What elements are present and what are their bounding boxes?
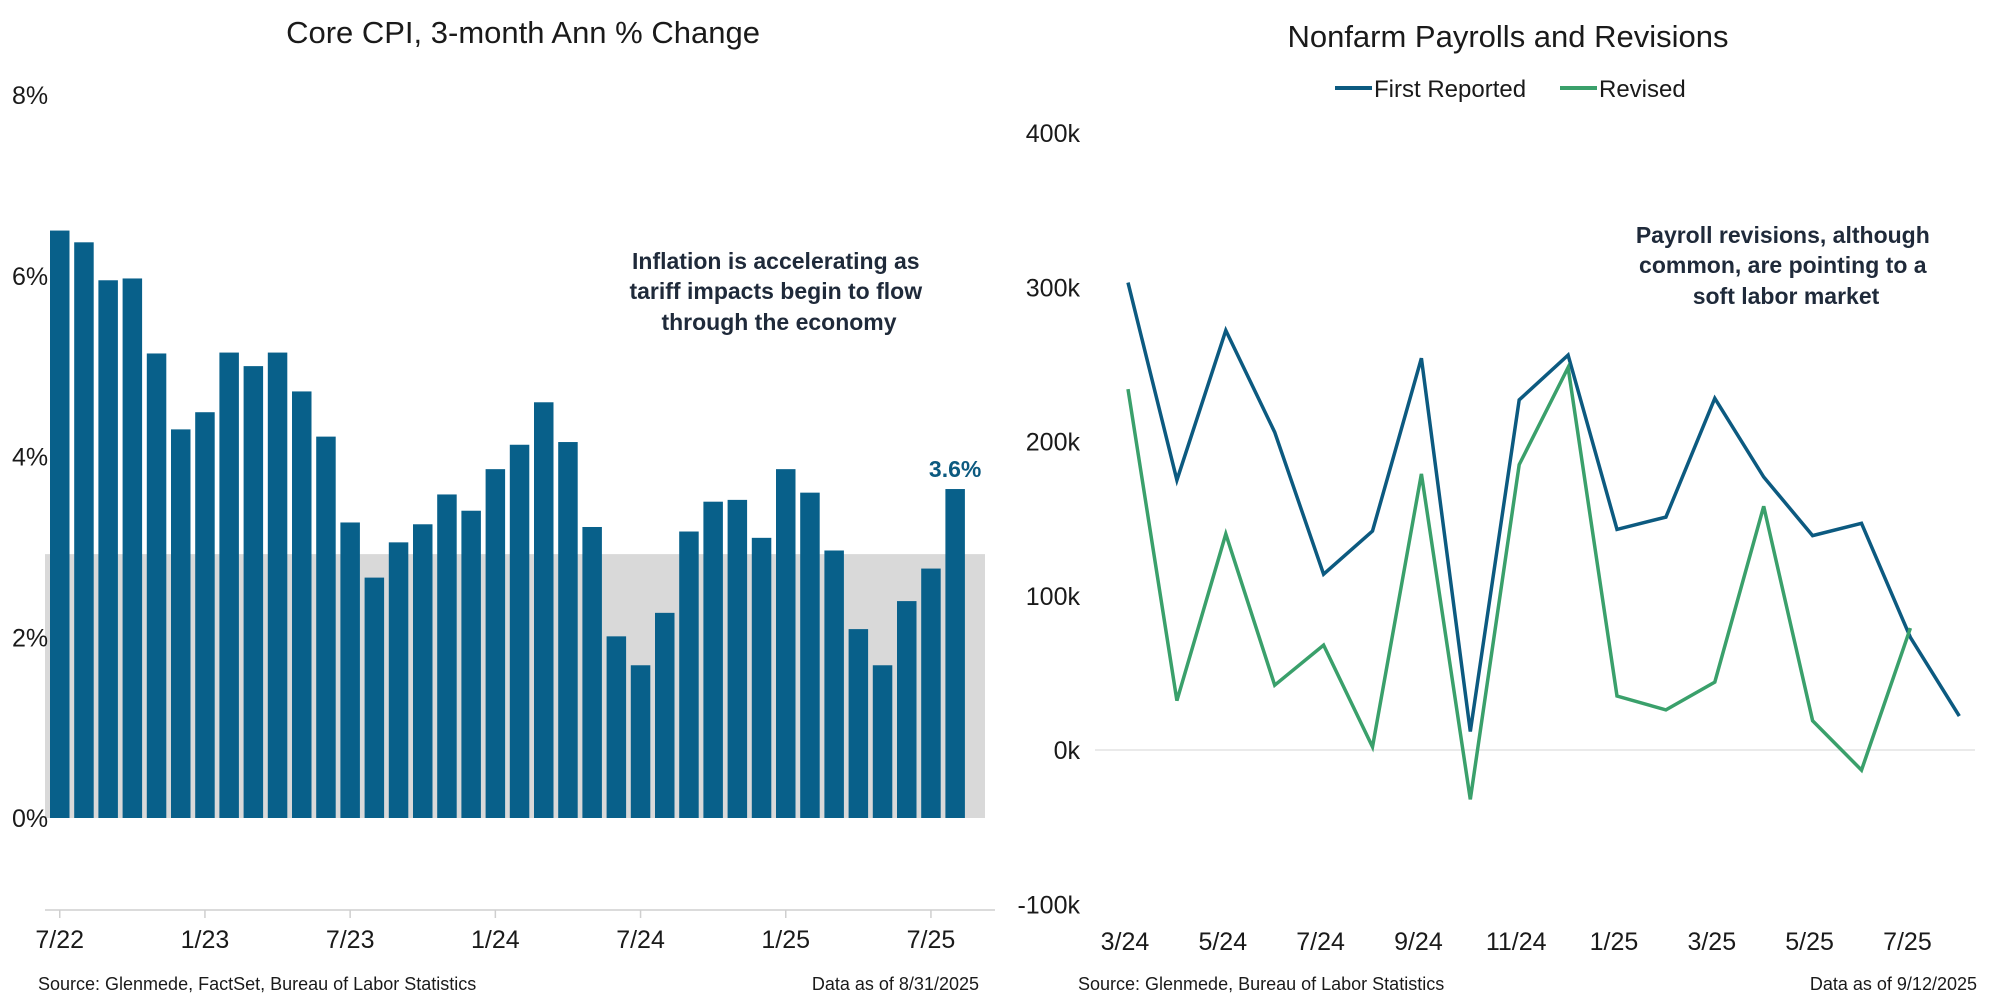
cpi-y-axis: 0% 2% 4% 6% 8% [12,82,48,833]
cpi-bar [921,568,941,818]
payrolls-x-tick-label: 11/24 [1486,928,1547,956]
cpi-bar [582,526,602,818]
cpi-bar [413,524,433,818]
payrolls-x-tick-label: 5/25 [1785,928,1834,956]
cpi-bar [219,352,239,818]
payrolls-x-tick-label: 1/25 [1590,928,1639,956]
cpi-bar [872,665,893,818]
cpi-bar [630,665,651,818]
cpi-bar [316,436,336,818]
cpi-y-tick-label: 6% [12,263,48,291]
cpi-source: Source: Glenmede, FactSet, Bureau of Lab… [38,974,476,994]
cpi-y-tick-label: 2% [12,624,48,652]
cpi-x-tick-label: 1/24 [471,926,520,954]
cpi-bar [195,412,215,818]
payrolls-x-axis: 3/24 5/24 7/24 9/24 11/24 1/25 3/25 5/25 7/25 [1101,928,1932,956]
cpi-x-tick-label: 7/25 [907,926,956,954]
payrolls-source: Source: Glenmede, Bureau of Labor Statis… [1078,974,1444,994]
payrolls-annotation-line-2: common, are pointing to a [1639,252,1927,278]
cpi-bar [171,429,191,818]
cpi-bar [122,278,143,818]
cpi-y-tick-label: 8% [12,82,48,110]
payrolls-y-tick-label: 0k [1054,737,1081,765]
cpi-bar [776,469,796,818]
cpi-y-tick-label: 0% [12,805,48,833]
cpi-x-axis: 7/22 1/23 7/23 1/24 7/24 1/25 7/25 [35,910,955,954]
payrolls-x-tick-label: 7/24 [1296,928,1345,956]
cpi-annotation-line-3: through the economy [661,309,896,335]
cpi-bar [485,469,506,818]
cpi-x-tick-label: 7/23 [326,926,375,954]
cpi-bars [50,230,965,818]
payrolls-chart: Nonfarm Payrolls and Revisions First Rep… [1017,19,1977,994]
first-reported-line [1126,282,1961,732]
payrolls-x-tick-label: 3/24 [1101,928,1150,956]
cpi-bar [679,531,699,818]
payrolls-annotation-line-1: Payroll revisions, although [1636,222,1930,248]
cpi-bar [655,612,675,818]
cpi-bar [243,366,264,818]
cpi-bar [824,550,844,818]
cpi-bar [388,542,409,818]
cpi-bar [727,499,748,818]
cpi-x-tick-label: 7/24 [616,926,665,954]
cpi-y-tick-label: 4% [12,444,48,472]
payrolls-data-date: Data as of 9/12/2025 [1810,974,1977,994]
cpi-bar [74,242,94,818]
payrolls-x-tick-label: 5/24 [1198,928,1247,956]
cpi-bar [897,601,917,818]
payrolls-legend: First Reported Revised [1335,76,1686,103]
payrolls-y-tick-label: 300k [1026,274,1081,302]
cpi-bar [751,537,772,818]
cpi-bar [267,352,288,818]
cpi-bar [534,402,554,818]
cpi-annotation-line-2: tariff impacts begin to flow [629,278,922,304]
cpi-bar [558,442,578,818]
cpi-bar [292,391,312,818]
cpi-bar [50,230,70,818]
payrolls-x-tick-label: 9/24 [1394,928,1443,956]
cpi-bar [800,492,820,818]
payrolls-y-tick-label: 200k [1026,429,1081,457]
cpi-bar [98,280,118,818]
legend-label-first-reported: First Reported [1374,76,1526,103]
payrolls-y-tick-label: -100k [1017,891,1080,919]
cpi-bar [340,522,360,818]
cpi-bar [848,629,869,818]
cpi-last-value-label: 3.6% [929,456,981,482]
cpi-x-tick-label: 1/23 [181,926,230,954]
payrolls-y-axis: -100k 0k 100k 200k 300k 400k [1017,120,1080,919]
cpi-annotation: Inflation is accelerating as tariff impa… [629,248,928,335]
cpi-x-tick-label: 1/25 [761,926,810,954]
payrolls-title: Nonfarm Payrolls and Revisions [1287,19,1728,54]
payrolls-annotation: Payroll revisions, although common, are … [1636,222,1936,309]
cpi-bar [437,494,457,818]
cpi-bar [461,510,481,818]
cpi-bar [146,353,167,818]
payrolls-x-tick-label: 7/25 [1883,928,1932,956]
cpi-bar [606,636,627,818]
cpi-x-tick-label: 7/22 [35,926,84,954]
cpi-bar [703,501,723,818]
cpi-bar [364,577,385,818]
payrolls-annotation-line-3: soft labor market [1693,283,1880,309]
cpi-data-date: Data as of 8/31/2025 [812,974,979,994]
core-cpi-chart: Core CPI, 3-month Ann % Change 0% 2% 4% 6% 8… [12,15,995,994]
core-cpi-title: Core CPI, 3-month Ann % Change [286,15,760,50]
legend-label-revised: Revised [1599,76,1686,103]
payrolls-x-tick-label: 3/25 [1687,928,1736,956]
payrolls-y-tick-label: 400k [1026,120,1081,148]
cpi-annotation-line-1: Inflation is accelerating as [632,248,920,274]
payrolls-y-tick-label: 100k [1026,583,1081,611]
payrolls-lines [1126,282,1961,800]
cpi-bar [509,444,530,818]
revised-line [1126,361,1913,800]
cpi-bar [945,489,965,818]
